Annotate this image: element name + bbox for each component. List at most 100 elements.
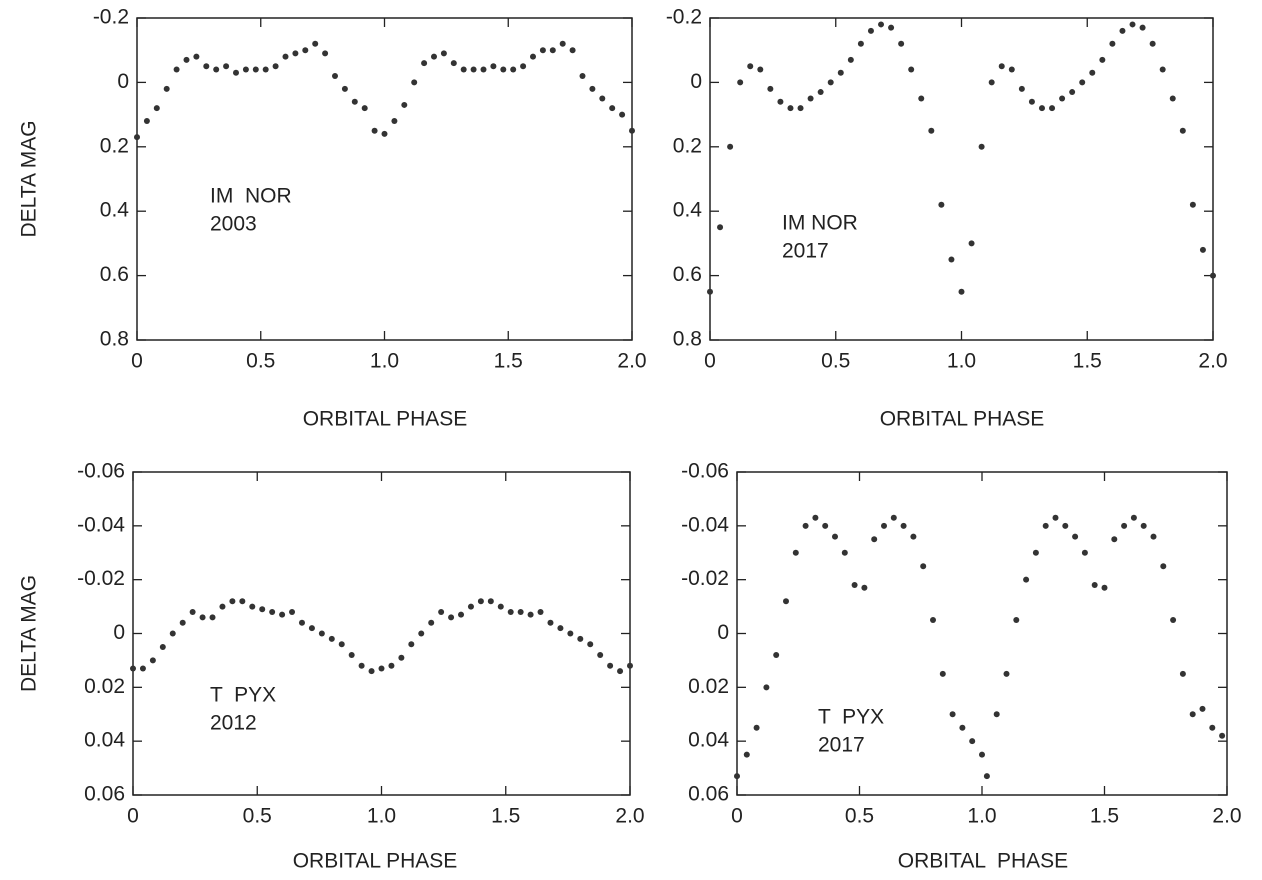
x-axis-label: ORBITAL PHASE (303, 408, 468, 431)
x-tick-label: 0.5 (845, 805, 874, 828)
data-point (272, 63, 279, 70)
data-point (920, 563, 927, 570)
x-tick-label: 1.0 (947, 350, 976, 373)
data-point (763, 684, 770, 691)
data-point (1189, 711, 1196, 718)
y-tick-label: 0.04 (84, 729, 125, 752)
y-tick-label: 0.02 (688, 675, 729, 698)
y-tick-label: 0.2 (673, 134, 702, 157)
plot-frame (136, 17, 633, 341)
data-point (371, 127, 378, 134)
data-point (589, 85, 596, 92)
y-tick-label: 0.6 (100, 263, 129, 286)
data-point (233, 69, 239, 76)
data-point (130, 665, 136, 672)
data-point (401, 101, 408, 108)
data-point (812, 514, 819, 521)
data-point (787, 105, 794, 112)
data-point (1119, 27, 1126, 34)
data-point (777, 98, 784, 105)
data-point (767, 85, 774, 92)
data-point (773, 652, 780, 659)
data-point (242, 66, 249, 73)
data-point (438, 608, 445, 615)
data-point (421, 60, 428, 67)
x-tick-label: 1.5 (1090, 805, 1119, 828)
data-point (878, 21, 885, 28)
data-point (998, 63, 1005, 70)
data-point (1179, 670, 1186, 677)
data-point (958, 288, 965, 295)
data-point (783, 598, 789, 605)
data-point (857, 40, 864, 47)
x-tick-label: 0 (731, 805, 743, 828)
data-point (1032, 549, 1039, 556)
y-tick-label: -0.02 (77, 567, 125, 590)
y-tick-label: 0.04 (688, 729, 729, 752)
data-point (411, 79, 418, 86)
data-point (1099, 56, 1106, 63)
data-point (391, 118, 398, 125)
x-tick-label: 2.0 (617, 350, 646, 373)
y-tick-label: 0.8 (673, 328, 702, 351)
data-point (979, 751, 985, 758)
data-point (851, 582, 858, 589)
data-point (832, 533, 838, 540)
data-point (269, 608, 276, 615)
data-point (597, 652, 604, 659)
annotation: IM NOR (210, 185, 292, 208)
data-point (223, 63, 230, 70)
data-point (517, 608, 524, 615)
data-point (792, 549, 799, 556)
data-point (1189, 201, 1196, 208)
data-point (1081, 549, 1088, 556)
data-point (727, 143, 734, 150)
data-point (143, 118, 150, 125)
data-point (193, 53, 200, 60)
data-point (183, 56, 190, 63)
y-tick-label: -0.06 (77, 460, 125, 483)
data-point (619, 111, 626, 118)
data-point (988, 79, 995, 86)
data-point (318, 630, 325, 637)
data-point (179, 619, 186, 626)
data-point (1140, 522, 1147, 529)
data-point (867, 27, 874, 34)
data-point (213, 66, 220, 73)
data-point (1129, 21, 1136, 28)
data-point (381, 130, 388, 137)
data-point (510, 66, 517, 73)
data-point (1111, 536, 1118, 543)
data-point (817, 89, 824, 96)
y-tick-label: 0.02 (84, 675, 125, 698)
data-point (189, 608, 196, 615)
data-point (153, 105, 160, 112)
data-point (908, 66, 915, 73)
data-point (847, 56, 854, 63)
data-point (559, 40, 566, 47)
data-point (1003, 670, 1010, 677)
data-point (557, 625, 564, 632)
data-point (959, 724, 966, 731)
data-point (388, 662, 395, 669)
data-point (547, 619, 554, 626)
data-point (599, 95, 606, 102)
data-point (753, 724, 760, 731)
data-point (978, 143, 985, 150)
data-point (199, 614, 206, 621)
data-point (378, 665, 385, 672)
data-point (173, 66, 180, 73)
y-tick-label: -0.2 (93, 6, 129, 29)
y-tick-label: -0.06 (681, 460, 729, 483)
data-point (837, 69, 844, 76)
data-point (617, 668, 624, 675)
data-point (1199, 705, 1206, 712)
data-point (450, 60, 457, 67)
y-tick-label: 0 (717, 621, 729, 644)
data-point (1170, 617, 1177, 624)
data-point (282, 53, 289, 60)
data-point (1079, 79, 1086, 86)
data-point (888, 24, 895, 31)
data-point (930, 617, 936, 624)
